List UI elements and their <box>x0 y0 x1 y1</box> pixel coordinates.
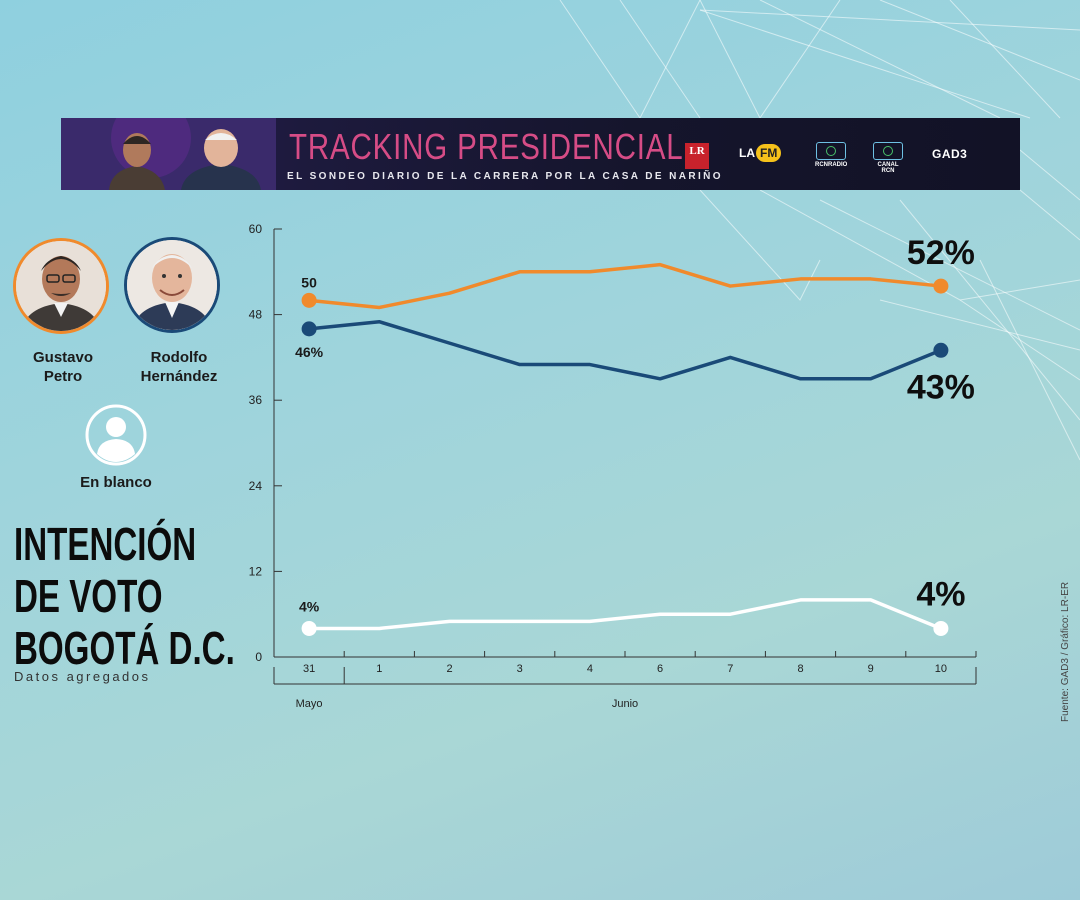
banner: TRACKING PRESIDENCIAL EL SONDEO DIARIO D… <box>61 118 1020 190</box>
rodolfo-end-label: 43% <box>907 368 975 406</box>
petro-end-point <box>933 278 949 294</box>
rodolfo-avatar <box>124 237 220 333</box>
x-tick-label: 4 <box>587 663 593 675</box>
blank-vote-label: En blanco <box>80 474 152 491</box>
x-tick-label: 1 <box>376 663 382 675</box>
blank-series-line <box>309 598 942 631</box>
petro-start-point <box>301 292 317 308</box>
y-tick-label: 60 <box>249 222 263 236</box>
petro-name: Gustavo Petro <box>32 349 93 385</box>
banner-subtitle: EL SONDEO DIARIO DE LA CARRERA POR LA CA… <box>287 171 723 182</box>
petro-avatar <box>13 238 109 334</box>
banner-title: TRACKING PRESIDENCIAL <box>289 126 684 167</box>
blank-end-point <box>933 620 949 636</box>
x-tick-label: 3 <box>517 663 523 675</box>
rodolfo-name: Rodolfo Hernández <box>140 349 218 385</box>
headline-line-1: INTENCIÓN <box>14 518 197 570</box>
x-tick-label: 10 <box>935 663 947 675</box>
lafm-logo: LA FM <box>739 144 782 164</box>
rcn-radio-logo: RCNRADIO <box>815 142 847 168</box>
headline-line-2: DE VOTO <box>14 570 163 622</box>
y-tick-label: 48 <box>249 308 263 322</box>
chart-subtitle: Datos agregados <box>14 669 151 684</box>
x-tick-label: 9 <box>868 663 874 675</box>
banner-candidates-photo <box>61 118 276 190</box>
month-label: Junio <box>612 698 638 710</box>
rodolfo-start-point <box>301 321 317 337</box>
month-label: Mayo <box>296 698 323 710</box>
x-tick-label: 8 <box>797 663 803 675</box>
petro-series-line <box>308 262 942 310</box>
rodolfo-series-line <box>308 319 942 381</box>
petro-start-label: 50 <box>301 274 317 290</box>
x-tick-label: 31 <box>303 663 315 675</box>
y-tick-label: 12 <box>249 564 263 578</box>
rodolfo-end-point <box>933 342 949 358</box>
x-tick-label: 6 <box>657 663 663 675</box>
y-tick-label: 36 <box>249 393 263 407</box>
y-tick-label: 0 <box>255 650 262 664</box>
petro-end-label: 52% <box>907 234 975 272</box>
lr-logo: LR <box>685 143 709 169</box>
gad3-logo: GAD3 <box>932 147 968 161</box>
rodolfo-start-label: 46% <box>295 344 324 360</box>
y-tick-label: 24 <box>249 479 263 493</box>
x-tick-label: 7 <box>727 663 733 675</box>
blank-start-point <box>301 620 317 636</box>
blank-start-label: 4% <box>299 598 320 614</box>
canal-rcn-logo: CANAL RCN <box>872 142 904 174</box>
blank-vote-icon <box>85 404 147 466</box>
blank-end-label: 4% <box>916 575 965 613</box>
x-tick-label: 2 <box>446 663 452 675</box>
